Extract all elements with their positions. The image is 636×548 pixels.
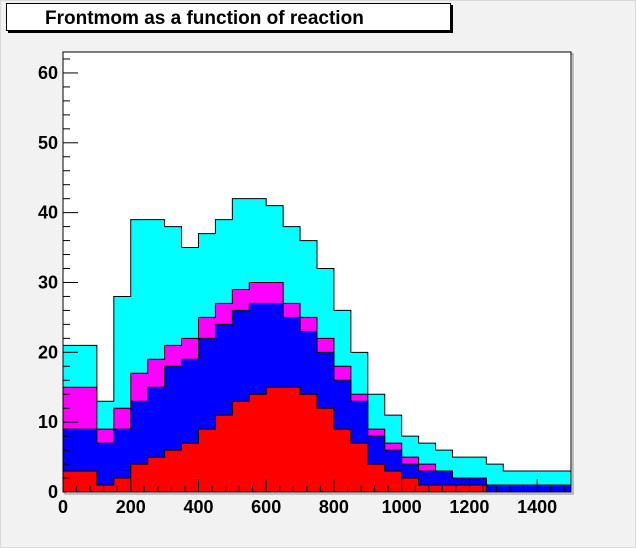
y-tick-label: 0	[48, 482, 58, 502]
y-tick-label: 40	[38, 203, 58, 223]
x-tick-label: 800	[319, 497, 349, 517]
x-tick-label: 400	[183, 497, 213, 517]
x-tick-label: 600	[251, 497, 281, 517]
series-area-0	[62, 386, 571, 493]
y-tick-label: 60	[38, 63, 58, 83]
x-tick-label: 1200	[449, 497, 489, 517]
x-tick-label: 1000	[382, 497, 422, 517]
series-layer	[62, 198, 572, 493]
plot-border	[62, 51, 572, 493]
axis-layer: 0 200 400 600 800 1000 1200 1400 0 10 20 30 40 50 60	[38, 58, 565, 517]
chart-title: Frontmom as a function of reaction	[45, 8, 364, 29]
x-tick-label: 0	[58, 497, 68, 517]
y-tick-label: 50	[38, 133, 58, 153]
x-tick-label: 1400	[517, 497, 557, 517]
y-tick-label: 10	[38, 412, 58, 432]
y-tick-label: 20	[38, 342, 58, 362]
title-box: Frontmom as a function of reaction	[6, 3, 451, 31]
y-tick-label: 30	[38, 272, 58, 292]
x-tick-label: 200	[116, 497, 146, 517]
